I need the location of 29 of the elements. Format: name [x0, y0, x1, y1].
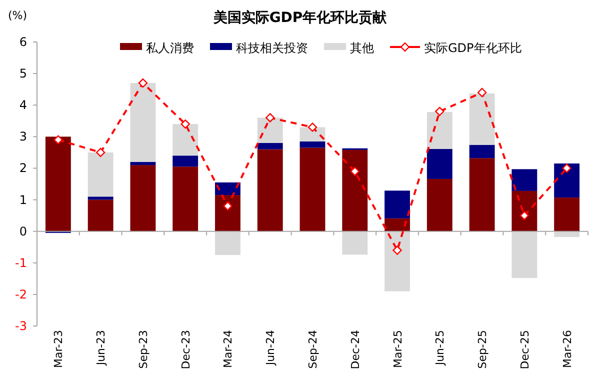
- y-tick-label: -2: [15, 287, 27, 302]
- y-tick-label: 5: [19, 66, 27, 81]
- x-tick-label: Mar-25: [391, 330, 404, 368]
- y-tick-label: -3: [15, 319, 27, 333]
- legend-label: 科技相关投资: [236, 41, 308, 55]
- y-tick-label: 1: [19, 192, 27, 207]
- x-tick-label: Jun-24: [264, 330, 278, 366]
- x-tick-label: Mar-26: [560, 330, 574, 368]
- y-tick-label: -1: [15, 256, 27, 270]
- x-tick-label: Jun-25: [434, 330, 447, 366]
- y-tick-label: 0: [19, 224, 27, 238]
- legend-label: 实际GDP年化环比: [424, 41, 522, 55]
- x-tick-label: Jun-23: [94, 330, 108, 366]
- legend-label: 其他: [350, 41, 374, 55]
- x-tick-label: Mar-23: [52, 330, 66, 368]
- x-tick-label: Sep-23: [136, 330, 150, 369]
- x-tick-label: Dec-24: [348, 330, 362, 370]
- y-axis-title: (%): [8, 9, 28, 22]
- x-tick-label: Sep-25: [476, 330, 490, 369]
- y-tick-label: 3: [19, 130, 27, 144]
- y-tick-label: 4: [19, 98, 27, 112]
- x-tick-label: Dec-25: [518, 330, 532, 370]
- x-tick-label: Dec-23: [179, 330, 192, 370]
- legend-label: 私人消费: [146, 41, 194, 55]
- x-tick-label: Sep-24: [306, 330, 320, 369]
- x-tick-label: Mar-24: [222, 330, 235, 368]
- y-tick-label: 2: [19, 161, 27, 176]
- y-tick-label: 6: [19, 35, 27, 49]
- chart-title: 美国实际GDP年化环比贡献: [212, 9, 388, 26]
